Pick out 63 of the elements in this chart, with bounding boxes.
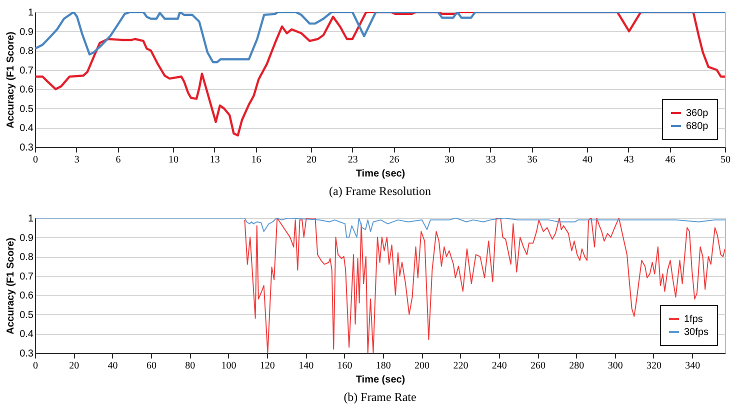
x-tick-label: 140 xyxy=(298,360,314,372)
y-tick-label: 0.5 xyxy=(20,310,34,321)
y-tick-label: 0.7 xyxy=(20,271,34,282)
x-axis-title: Time (sec) xyxy=(356,374,406,386)
x-tick-label: 30 xyxy=(444,154,454,166)
x-tick-label: 0 xyxy=(33,360,38,372)
x-tick-label: 23 xyxy=(348,154,358,166)
x-tick-label: 43 xyxy=(624,154,634,166)
x-axis-title: Time (sec) xyxy=(356,168,406,180)
line-series xyxy=(35,12,725,64)
x-tick-label: 180 xyxy=(376,360,391,372)
x-tick-label: 3 xyxy=(74,154,80,166)
x-tick-label: 26 xyxy=(389,154,400,166)
x-tick-label: 20 xyxy=(69,360,80,372)
y-tick-label: 0.8 xyxy=(20,46,34,58)
x-tick-label: 13 xyxy=(210,154,220,166)
y-tick-label: 0.6 xyxy=(20,290,34,302)
y-tick-label: 0.9 xyxy=(20,26,34,38)
x-tick-label: 46 xyxy=(665,154,676,166)
x-tick-label: 240 xyxy=(492,360,507,372)
x-tick-label: 120 xyxy=(260,360,275,372)
y-tick-label: 0.5 xyxy=(20,104,34,115)
y-axis-title: Accuracy (F1 Score) xyxy=(6,32,17,128)
y-tick-label: 0.4 xyxy=(20,329,34,340)
x-tick-label: 220 xyxy=(453,360,468,372)
x-tick-label: 20 xyxy=(306,154,316,166)
x-tick-label: 36 xyxy=(527,154,538,166)
y-tick-label: 0.3 xyxy=(20,348,34,360)
legend-label: 680p xyxy=(686,121,709,132)
x-tick-label: 340 xyxy=(685,360,700,372)
legend-label: 360p xyxy=(686,108,709,119)
line-series xyxy=(244,218,725,353)
legend-label: 1fps xyxy=(684,314,703,325)
line-series xyxy=(35,218,725,238)
x-tick-label: 6 xyxy=(116,154,121,166)
x-tick-label: 260 xyxy=(530,360,546,372)
y-axis-title: Accuracy (F1 Score) xyxy=(6,238,17,334)
x-tick-label: 200 xyxy=(414,360,430,372)
x-tick-label: 50 xyxy=(720,154,730,166)
x-tick-label: 40 xyxy=(582,154,592,166)
y-tick-label: 0.7 xyxy=(20,65,34,76)
x-tick-label: 320 xyxy=(646,360,662,372)
x-tick-label: 0 xyxy=(33,154,38,166)
y-tick-label: 0.9 xyxy=(20,232,34,244)
text: (b) Frame Rate xyxy=(344,390,416,404)
x-tick-label: 100 xyxy=(221,360,236,372)
x-tick-label: 33 xyxy=(486,154,496,166)
legend-label: 30fps xyxy=(684,327,708,338)
y-tick-label: 0.6 xyxy=(20,84,34,96)
x-tick-label: 60 xyxy=(146,360,156,372)
y-tick-label: 1 xyxy=(28,214,34,224)
x-tick-label: 80 xyxy=(185,360,196,372)
x-tick-label: 160 xyxy=(337,360,352,372)
text: (a) Frame Resolution xyxy=(329,184,431,198)
x-tick-label: 10 xyxy=(168,154,178,166)
y-tick-label: 0.8 xyxy=(20,252,34,264)
x-tick-label: 280 xyxy=(569,360,584,372)
y-tick-label: 0.3 xyxy=(20,142,34,154)
x-tick-label: 16 xyxy=(251,154,262,166)
x-tick-label: 300 xyxy=(608,360,623,372)
y-tick-label: 1 xyxy=(28,8,34,18)
y-tick-label: 0.4 xyxy=(20,123,34,134)
x-tick-label: 40 xyxy=(108,360,118,372)
